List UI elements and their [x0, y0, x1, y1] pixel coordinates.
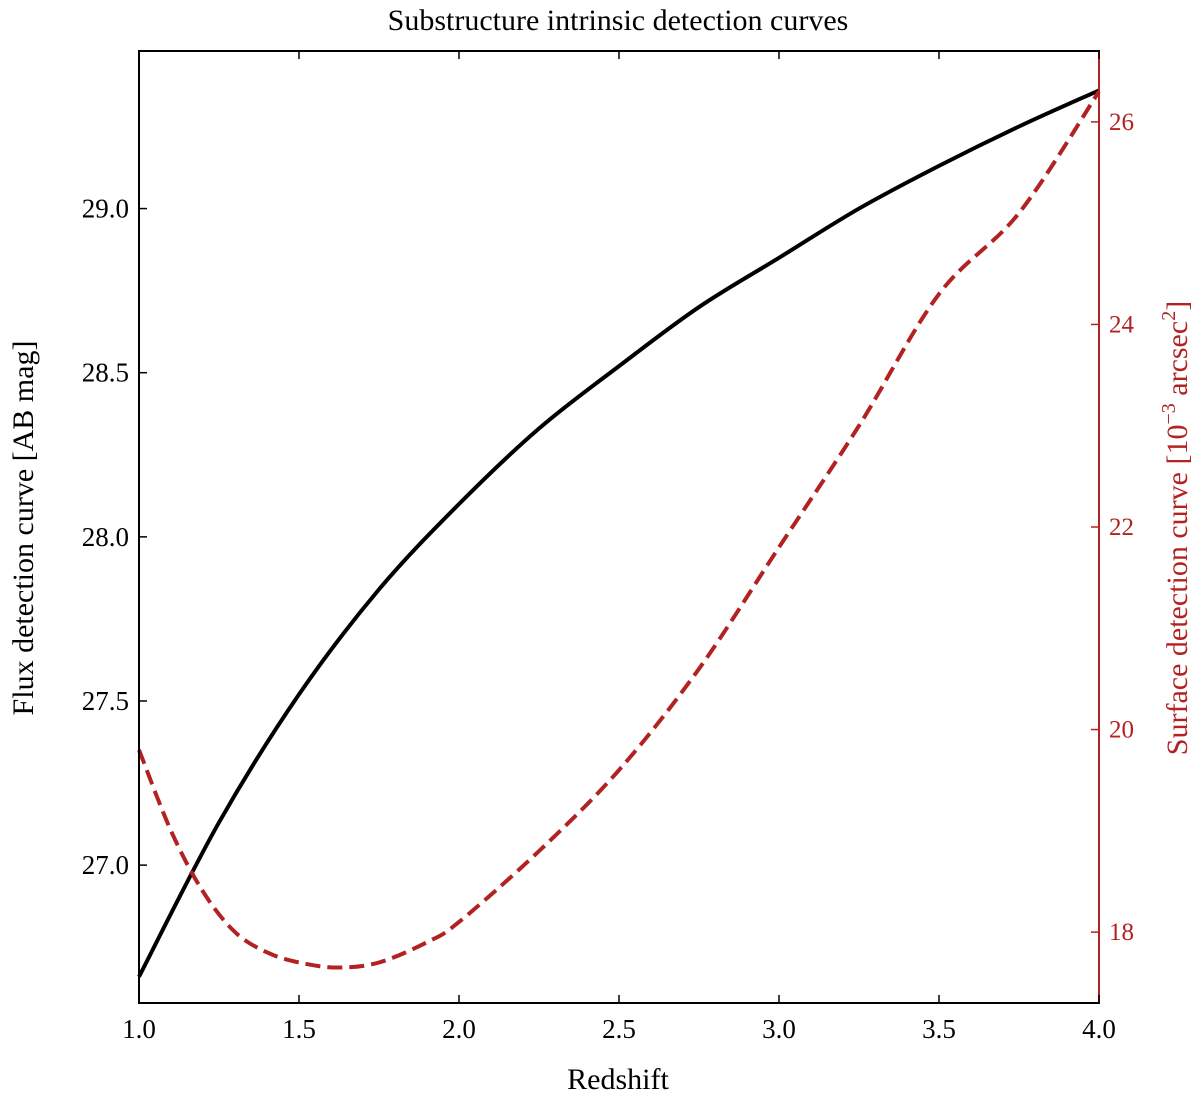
y-axis-right-title-prefix: Surface detection curve [10: [1161, 425, 1194, 756]
y-right-tick-label: 22: [1109, 514, 1134, 541]
y-right-tick-label: 20: [1109, 717, 1134, 744]
x-tick-label: 2.0: [442, 1014, 476, 1044]
y-axis-right-title-suffix: ]: [1161, 301, 1194, 311]
y-right-tick-label: 24: [1109, 311, 1135, 338]
x-tick-label: 2.5: [602, 1014, 636, 1044]
x-tick-label: 1.0: [122, 1014, 156, 1044]
y-axis-right-title-exponent: −3: [1158, 403, 1180, 424]
series-line-flux: [137, 88, 1100, 978]
plot-frame: [138, 50, 1100, 1004]
y-left-tick-label: 27.0: [82, 850, 129, 880]
chart-title: Substructure intrinsic detection curves: [388, 4, 849, 37]
y-right-tick-label: 18: [1109, 919, 1134, 946]
x-tick-label: 1.5: [282, 1014, 316, 1044]
series-layer: [137, 88, 1101, 978]
y-axis-left-title: Flux detection curve [AB mag]: [7, 341, 40, 716]
y-left-tick-label: 28.0: [82, 522, 129, 552]
y-left-tick-label: 28.5: [82, 358, 129, 388]
x-axis-title: Redshift: [567, 1063, 669, 1096]
y-left-tick-label: 27.5: [82, 686, 129, 716]
y-axis-right-title-unit: arcsec: [1161, 321, 1194, 403]
y-axis-right-title-unit-exponent: 2: [1158, 311, 1180, 321]
series-line-surface: [137, 90, 1101, 970]
x-tick-label: 3.5: [922, 1014, 956, 1044]
y-left-tick-label: 29.0: [82, 194, 129, 224]
x-tick-label: 4.0: [1082, 1014, 1116, 1044]
x-tick-label: 3.0: [762, 1014, 796, 1044]
y-right-tick-label: 26: [1109, 109, 1134, 136]
y-axis-right-title: Surface detection curve [10−3 arcsec2]: [1158, 301, 1194, 755]
ticks-layer: 1.0 1.5 2.0 2.5 3.0 3.5 4.0 27.0 27.5 28.0 28.5 29.…: [82, 51, 1135, 1044]
